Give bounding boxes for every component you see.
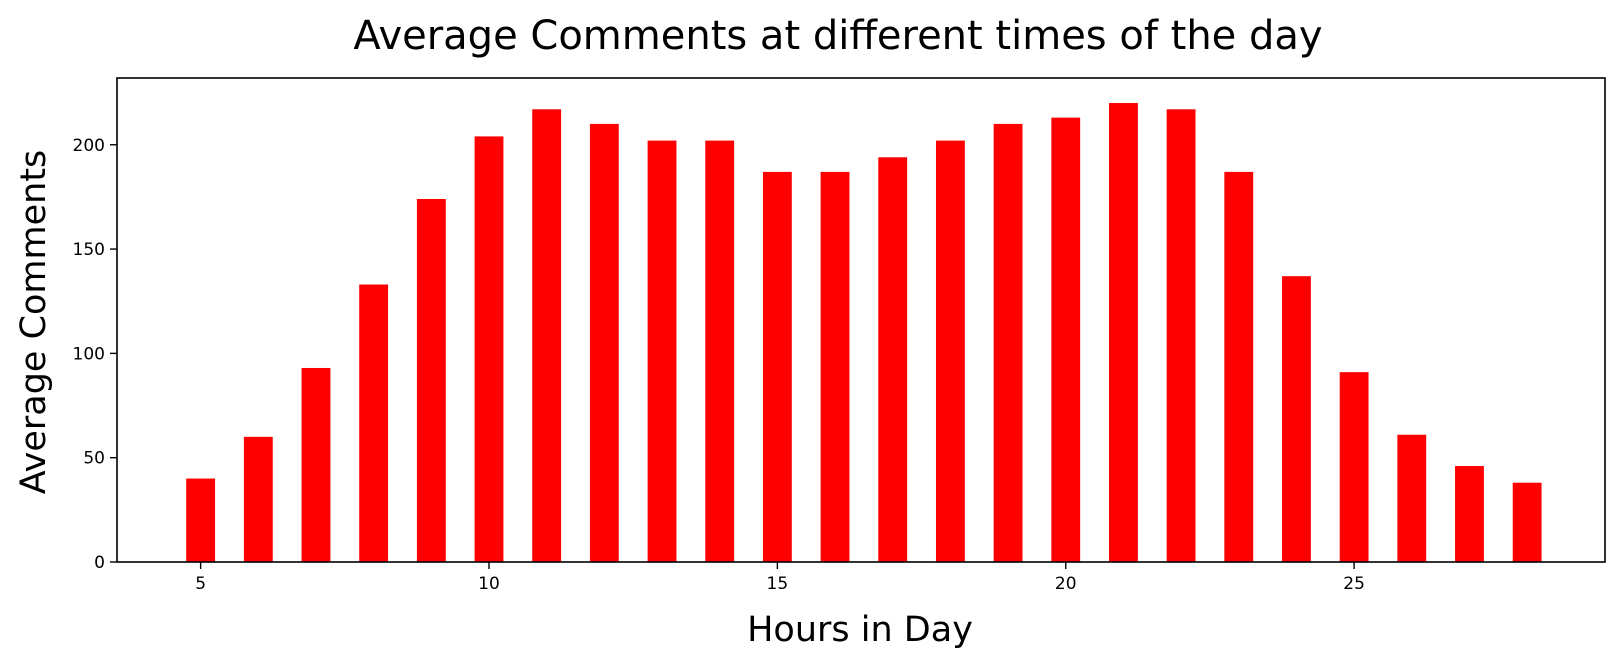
y-tick-label: 150 <box>73 240 105 260</box>
bar-hour-19 <box>993 123 1023 563</box>
bar-hour-14 <box>705 140 735 562</box>
bar-hour-23 <box>1224 171 1254 562</box>
y-tick-label: 100 <box>73 344 105 364</box>
y-axis-ticks: 0 50 100 150 200 <box>73 136 117 573</box>
bar-hour-12 <box>589 123 619 563</box>
bar-hour-7 <box>301 367 331 562</box>
x-axis-ticks: 5 10 15 20 25 <box>195 562 1365 594</box>
bar-hour-21 <box>1109 103 1138 562</box>
y-tick-label: 200 <box>73 136 105 156</box>
x-tick-label: 20 <box>1055 574 1077 594</box>
bar-hour-22 <box>1166 109 1196 562</box>
bars-group <box>186 103 1542 563</box>
x-tick-label: 5 <box>195 574 206 594</box>
y-axis-label: Average Comments <box>14 150 54 495</box>
x-tick-label: 15 <box>767 574 789 594</box>
bar-hour-17 <box>878 157 908 562</box>
bar-hour-26 <box>1397 434 1427 562</box>
bar-hour-11 <box>532 109 562 562</box>
x-axis-label: Hours in Day <box>747 610 973 650</box>
bar-hour-6 <box>243 436 273 562</box>
bar-hour-24 <box>1282 276 1311 562</box>
bar-hour-25 <box>1339 372 1369 562</box>
bar-hour-20 <box>1051 117 1081 562</box>
bar-hour-10 <box>474 136 504 562</box>
x-tick-label: 25 <box>1343 574 1365 594</box>
y-tick-label: 0 <box>94 553 105 573</box>
plot-area-frame <box>116 77 1606 563</box>
bar-hour-13 <box>647 140 677 562</box>
bar-hour-8 <box>359 284 389 562</box>
bar-hour-28 <box>1512 482 1542 562</box>
bar-hour-5 <box>186 478 216 562</box>
y-tick-label: 50 <box>83 449 105 469</box>
bar-hour-15 <box>762 171 792 562</box>
bar-hour-9 <box>416 199 446 562</box>
bar-hour-18 <box>935 140 965 562</box>
bar-hour-27 <box>1455 466 1484 562</box>
chart-title: Average Comments at different times of t… <box>353 13 1322 59</box>
bar-hour-16 <box>820 171 850 562</box>
x-tick-label: 10 <box>478 574 500 594</box>
